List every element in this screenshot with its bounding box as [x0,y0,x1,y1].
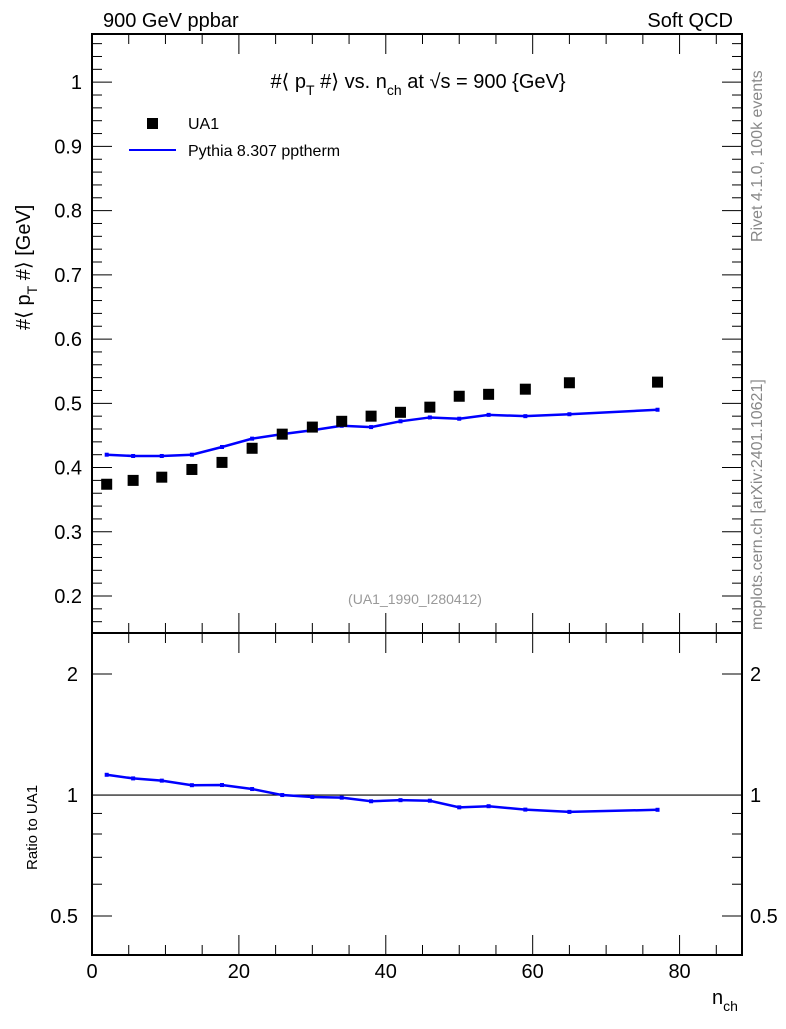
ua1-point [186,463,198,475]
ratio-point [398,798,403,803]
pythia-point [220,444,224,449]
x-tick-label: 20 [228,961,250,983]
ua1-point [563,377,575,389]
pythia-point [398,419,403,424]
data-marks [101,376,664,814]
x-tick-label: 60 [522,961,544,983]
ua1-point [652,376,664,388]
pythia-line [106,408,658,458]
ratio-y-tick-label-right: 0.5 [750,906,778,928]
pythia-point [486,412,491,417]
header-left: 900 GeV ppbar [103,10,239,32]
ratio-point [159,778,164,783]
ua1-point [453,390,465,402]
ratio-frame [91,632,743,956]
ua1-point [483,388,495,400]
y-tick-label: 1 [71,72,82,94]
ratio-point [131,776,136,781]
ratio-y-tick-label-right: 2 [750,664,761,686]
ua1-point [519,383,531,395]
ratio-point [250,787,255,792]
ratio-point [310,794,315,799]
ratio-point [369,799,374,804]
pythia-point [523,414,528,419]
ua1-point [336,415,348,427]
ua1-point [276,428,288,440]
ua1-point [127,474,139,486]
pythia-point [655,407,660,412]
main-title: #⟨ pT #⟩ vs. nch at √s = 900 {GeV} [270,71,565,98]
ratio-point [486,804,491,809]
watermark: (UA1_1990_I280412) [348,591,482,607]
y-tick-label: 0.3 [54,522,82,544]
pythia-point [567,412,572,417]
ua1-point [306,421,318,433]
legend-label-pythia: Pythia 8.307 pptherm [188,143,340,160]
ratio-point [280,793,285,798]
pythia-point [427,415,432,420]
legend: UA1 Pythia 8.307 pptherm [129,116,340,160]
ratio-point [339,795,344,800]
ua1-point [424,401,436,413]
ratio-y-label: Ratio to UA1 [24,785,41,870]
y-tick-label: 0.5 [54,393,82,415]
ratio-y-tick-label-left: 0.5 [50,906,78,928]
x-axis-label: nch [712,987,738,1014]
ua1-point [365,410,377,422]
y-tick-label: 0.4 [54,458,82,480]
header-right: Soft QCD [647,10,733,32]
y-tick-label: 0.9 [54,136,82,158]
main-y-label: #⟨ pT #⟩ [GeV] [13,205,40,330]
ratio-line [106,773,658,814]
x-tick-label: 40 [375,961,397,983]
y-tick-label: 0.8 [54,201,82,223]
legend-label-ua1: UA1 [188,116,219,133]
ratio-point [523,807,528,812]
ratio-point [567,809,572,814]
ratio-y-tick-label-left: 1 [67,785,78,807]
ua1-point [216,456,228,468]
ratio-point [220,783,224,788]
x-tick-label: 0 [86,961,97,983]
axes: 0 20 40 60 80 0.2 0.3 0.4 0.5 0.6 0.7 0.8 0.9 1 0.5 0.5… [50,33,778,983]
ratio-point [655,807,660,812]
ratio-y-tick-label-left: 2 [67,664,78,686]
ratio-point [427,798,432,803]
pythia-point [159,453,164,458]
pythia-point [131,453,136,458]
pythia-point [104,452,109,457]
ratio-point [104,772,109,777]
y-tick-label: 0.2 [54,586,82,608]
ua1-point [156,471,168,483]
ratio-point [189,783,194,788]
ua1-point [246,442,258,454]
legend-marker-ua1 [147,118,158,129]
pythia-point [369,425,374,430]
side-label-top: Rivet 4.1.0, 100k events [749,70,766,242]
y-tick-label: 0.6 [54,329,82,351]
pythia-point [250,436,255,441]
ratio-point [457,805,462,810]
ua1-point [394,406,406,418]
y-tick-label: 0.7 [54,265,82,287]
pythia-point [189,452,194,457]
side-label-bottom: mcplots.cern.ch [arXiv:2401.10621] [749,379,766,630]
ratio-y-tick-label-right: 1 [750,785,761,807]
pythia-point [457,416,462,421]
ua1-point [101,478,113,490]
x-tick-label: 80 [668,961,690,983]
